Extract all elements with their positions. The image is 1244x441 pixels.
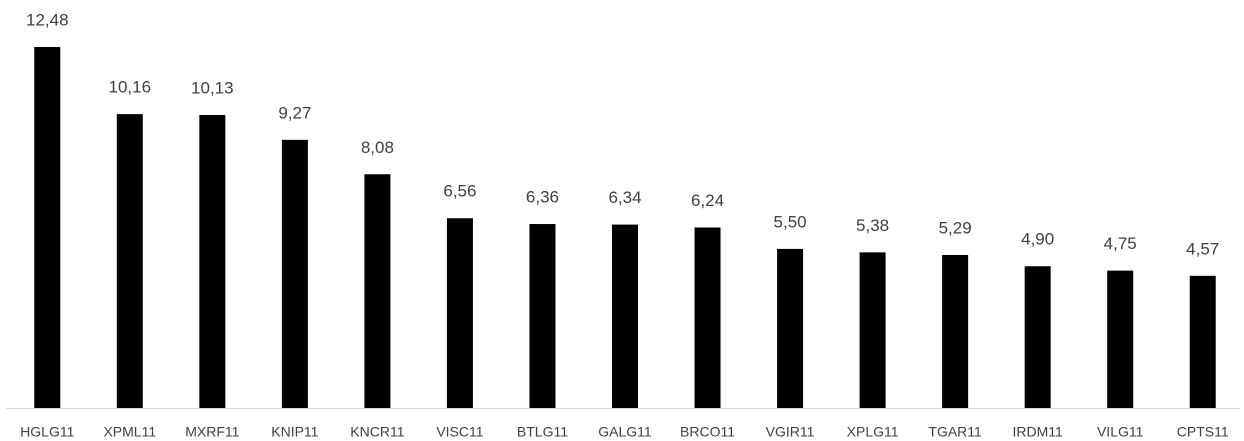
value-label: 4,90: [1021, 230, 1054, 249]
value-label: 4,75: [1104, 234, 1137, 253]
value-label: 6,24: [691, 191, 724, 210]
bar: [694, 227, 721, 408]
bar: [529, 224, 556, 408]
bar: [34, 47, 61, 408]
value-label: 5,50: [774, 212, 807, 231]
value-label: 6,56: [443, 182, 476, 201]
x-tick-label: GALG11: [598, 424, 652, 440]
x-tick-label: HGLG11: [20, 424, 74, 440]
value-label: 4,57: [1186, 239, 1219, 258]
x-tick-label: VGIR11: [766, 424, 815, 440]
bar: [1107, 270, 1134, 408]
bar: [777, 248, 804, 408]
bar: [1189, 275, 1216, 408]
value-label: 5,38: [856, 216, 889, 235]
value-label: 8,08: [361, 138, 394, 157]
x-tick-label: XPML11: [103, 424, 156, 440]
x-tick-label: KNIP11: [271, 424, 318, 440]
bar: [364, 174, 391, 408]
x-tick-label: BTLG11: [517, 424, 568, 440]
x-tick-label: MXRF11: [185, 424, 239, 440]
value-label: 5,29: [939, 218, 972, 237]
bar: [281, 139, 308, 408]
x-tick-label: VILG11: [1097, 424, 1144, 440]
bar: [859, 252, 886, 408]
x-tick-label: KNCR11: [350, 424, 404, 440]
x-tick-label: TGAR11: [928, 424, 982, 440]
x-tick-label: VISC11: [436, 424, 483, 440]
x-tick-label: XPLG11: [847, 424, 899, 440]
x-tick-label: CPTS11: [1177, 424, 1229, 440]
value-label: 10,16: [109, 78, 152, 97]
bar: [199, 114, 226, 409]
x-tick-label: IRDM11: [1013, 424, 1064, 440]
bar: [612, 224, 638, 408]
bar: [1024, 266, 1051, 408]
bar: [942, 254, 969, 408]
bar: [446, 218, 473, 408]
bar: [116, 114, 143, 408]
value-label: 6,34: [608, 188, 641, 207]
value-label: 10,13: [191, 78, 234, 97]
value-label: 12,48: [26, 10, 69, 29]
value-label: 6,36: [526, 188, 559, 207]
x-tick-label: BRCO11: [680, 424, 735, 440]
value-label: 9,27: [278, 103, 311, 122]
